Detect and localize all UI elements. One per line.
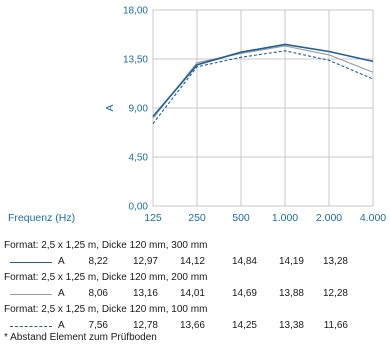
series-name: A bbox=[58, 288, 65, 299]
value-cell: 7,56 bbox=[88, 320, 108, 331]
value-cell: 12,97 bbox=[132, 256, 158, 267]
value-cell: 12,28 bbox=[322, 288, 348, 299]
x-axis-ticks: 125 250 500 1.000 2.000 4.000 bbox=[144, 212, 386, 224]
series-format-label: Format: 2,5 x 1,25 m, Dicke 120 mm, 300 … bbox=[4, 240, 208, 251]
y-tick-label: 13,50 bbox=[123, 55, 148, 66]
value-cell: 12,78 bbox=[132, 320, 158, 331]
value-cell: 14,19 bbox=[278, 256, 304, 267]
series-row: A 7,56 12,78 13,66 14,25 13,38 11,66 bbox=[4, 318, 388, 334]
value-cell: 13,28 bbox=[322, 256, 348, 267]
value-cell: 14,12 bbox=[179, 256, 205, 267]
value-cell: 13,38 bbox=[278, 320, 304, 331]
y-tick-label: 0,00 bbox=[129, 202, 149, 213]
x-axis-label: Frequenz (Hz) bbox=[8, 212, 75, 224]
y-axis-label: A bbox=[104, 104, 116, 111]
legend-key bbox=[10, 326, 52, 327]
x-tick-label: 250 bbox=[188, 212, 206, 224]
value-cell: 8,22 bbox=[88, 256, 108, 267]
x-tick-label: 1.000 bbox=[272, 212, 298, 224]
chart-grid bbox=[152, 9, 374, 207]
x-tick-label: 125 bbox=[144, 212, 162, 224]
value-cell: 13,16 bbox=[132, 288, 158, 299]
line-chart: 0,00 4,50 9,00 13,50 18,00 A 125 250 500 1.000 2… bbox=[8, 6, 386, 225]
series-name: A bbox=[58, 320, 65, 331]
value-cell: 11,66 bbox=[323, 320, 348, 331]
legend-key bbox=[10, 294, 52, 295]
x-tick-label: 500 bbox=[232, 212, 250, 224]
y-tick-label: 9,00 bbox=[129, 104, 149, 115]
legend-key bbox=[10, 262, 52, 263]
value-cell: 14,84 bbox=[231, 256, 257, 267]
values-table: Format: 2,5 x 1,25 m, Dicke 120 mm, 300 … bbox=[4, 238, 388, 334]
series-line-3 bbox=[152, 50, 374, 125]
series-lines bbox=[152, 43, 374, 125]
value-cell: 8,06 bbox=[88, 288, 108, 299]
y-tick-label: 4,50 bbox=[129, 153, 149, 164]
value-cell: 14,69 bbox=[231, 288, 257, 299]
series-format-label: Format: 2,5 x 1,25 m, Dicke 120 mm, 200 … bbox=[4, 272, 208, 283]
y-tick-label: 18,00 bbox=[123, 6, 148, 17]
footnote: * Abstand Element zum Prüfboden bbox=[4, 332, 157, 343]
x-tick-label: 4.000 bbox=[360, 212, 386, 224]
x-tick-label: 2.000 bbox=[316, 212, 342, 224]
value-cell: 14,01 bbox=[179, 288, 205, 299]
series-line-2 bbox=[152, 45, 374, 119]
series-format-label: Format: 2,5 x 1,25 m, Dicke 120 mm, 100 … bbox=[4, 304, 208, 315]
series-line-1 bbox=[152, 43, 374, 118]
value-cell: 13,88 bbox=[278, 288, 304, 299]
y-axis-ticks: 0,00 4,50 9,00 13,50 18,00 bbox=[123, 6, 148, 213]
value-cell: 14,25 bbox=[231, 320, 257, 331]
value-cell: 13,66 bbox=[179, 320, 205, 331]
series-row: A 8,06 13,16 14,01 14,69 13,88 12,28 bbox=[4, 286, 388, 302]
series-name: A bbox=[58, 256, 65, 267]
series-row: A 8,22 12,97 14,12 14,84 14,19 13,28 bbox=[4, 254, 388, 270]
